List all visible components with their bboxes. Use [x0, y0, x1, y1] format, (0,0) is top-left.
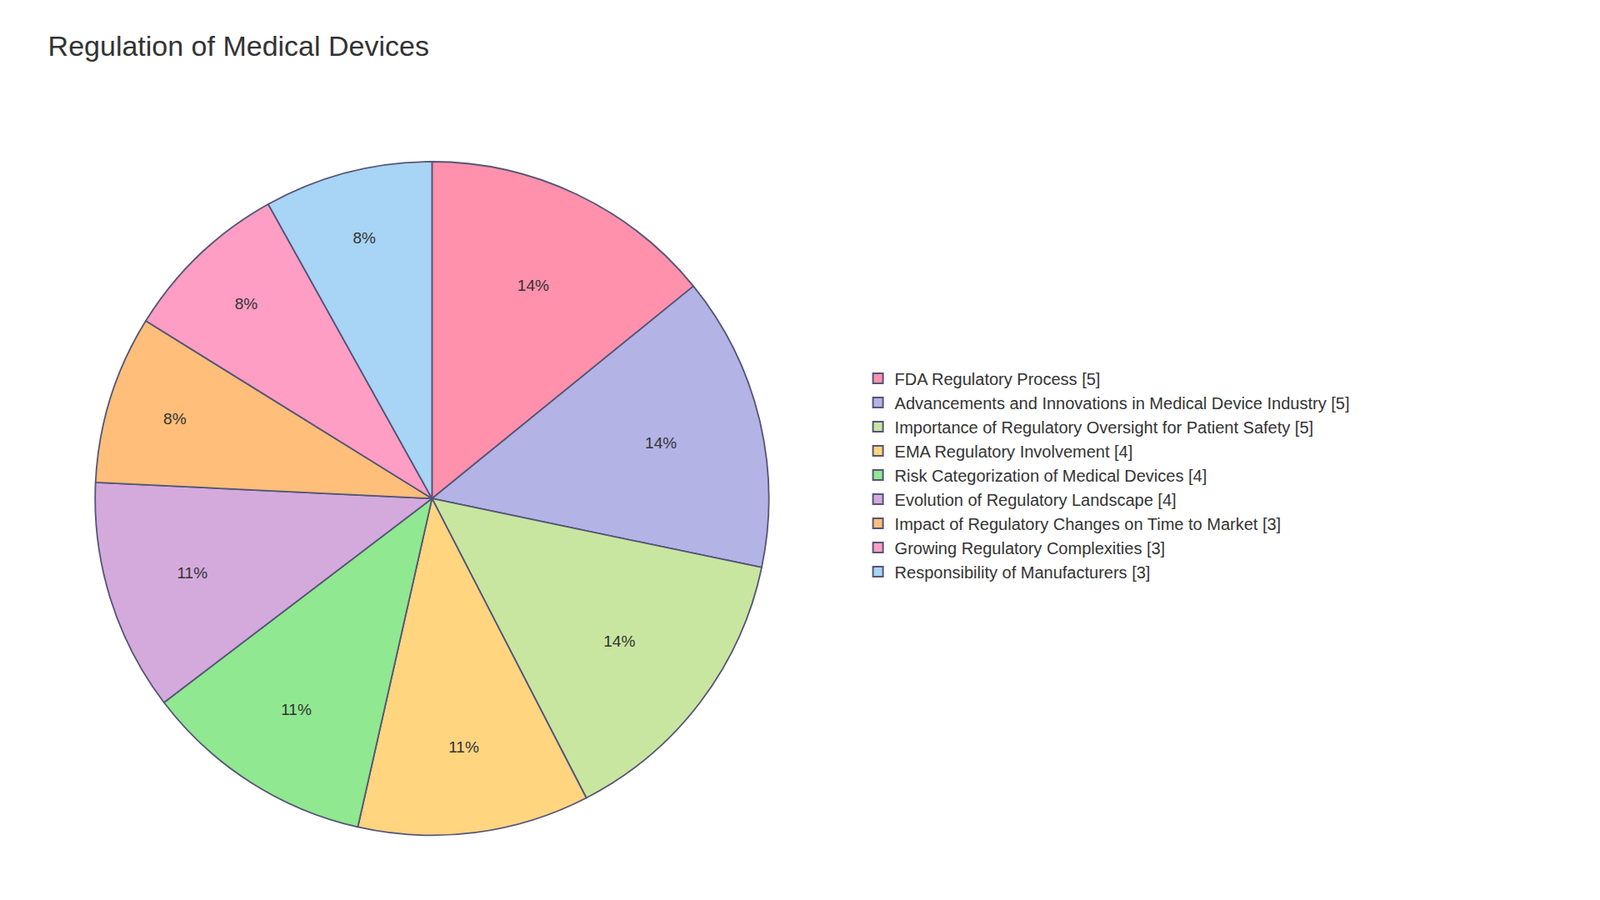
svg-text:Impact of Regulatory Changes o: Impact of Regulatory Changes on Time to … [895, 515, 1282, 534]
svg-text:11%: 11% [176, 564, 208, 582]
svg-text:Importance of Regulatory Overs: Importance of Regulatory Oversight for P… [895, 418, 1314, 437]
svg-text:Regulation of Medical Devices: Regulation of Medical Devices [48, 30, 430, 62]
svg-text:Growing Regulatory Complexitie: Growing Regulatory Complexities [3] [895, 539, 1166, 558]
svg-text:14%: 14% [517, 276, 550, 295]
svg-text:FDA Regulatory Process [5]: FDA Regulatory Process [5] [895, 370, 1101, 389]
svg-text:14%: 14% [603, 632, 635, 650]
svg-text:Responsibility of Manufacturer: Responsibility of Manufacturers [3] [895, 563, 1151, 582]
svg-text:EMA Regulatory Involvement [4]: EMA Regulatory Involvement [4] [895, 442, 1134, 461]
svg-text:8%: 8% [352, 229, 376, 247]
svg-text:8%: 8% [163, 410, 187, 428]
svg-text:Risk Categorization of Medical: Risk Categorization of Medical Devices [… [895, 466, 1208, 485]
svg-text:11%: 11% [448, 738, 480, 756]
svg-text:14%: 14% [645, 434, 677, 452]
svg-text:Evolution of Regulatory Landsc: Evolution of Regulatory Landscape [4] [895, 490, 1177, 510]
svg-text:Advancements and Innovations i: Advancements and Innovations in Medical … [895, 394, 1350, 413]
svg-text:11%: 11% [280, 700, 312, 719]
svg-text:8%: 8% [235, 295, 259, 313]
